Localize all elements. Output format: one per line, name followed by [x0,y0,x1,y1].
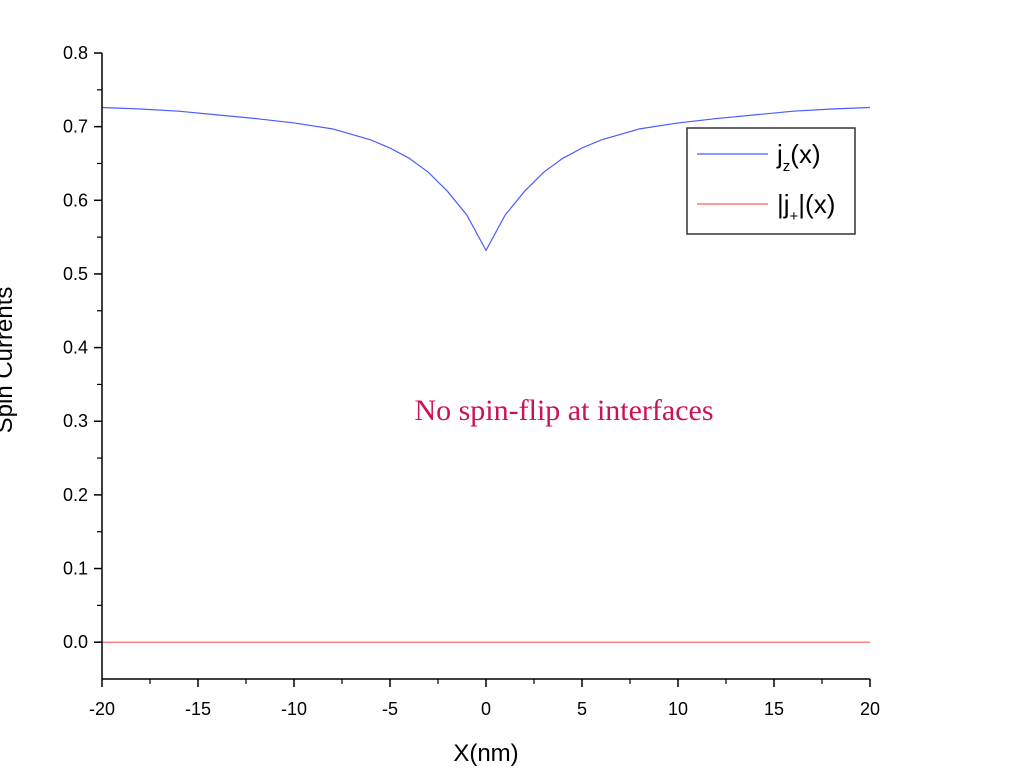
x-tick-label: 5 [577,699,587,719]
legend-label-jz: jz(x) [776,139,821,175]
x-tick-label: 20 [860,699,880,719]
x-tick-label: -20 [89,699,115,719]
x-tick-label: 15 [764,699,784,719]
legend-box [686,127,856,235]
y-tick-label: 0.6 [63,190,88,210]
y-axis-title: Spin Currents [0,287,18,434]
axes: -20 -15 -10 -5 0 5 10 15 20 0.0 0.1 0.2 0.3 0.4 0.5 0.6… [63,43,880,719]
plot-area [101,106,871,643]
y-tick-label: 0.1 [63,559,88,579]
y-tick-label: 0.8 [63,43,88,63]
y-tick-label: 0.4 [63,338,88,358]
y-tick-label: 0.0 [63,632,88,652]
x-tick-label: 10 [668,699,688,719]
y-tick-label: 0.5 [63,264,88,284]
x-axis-title: X(nm) [453,740,518,767]
series-line-0 [101,106,871,252]
y-tick-label: 0.3 [63,411,88,431]
legend-label-jplus: |j+|(x) [777,189,835,225]
y-tick-label: 0.7 [63,117,88,137]
x-tick-label: -5 [382,699,398,719]
x-tick-label: 0 [481,699,491,719]
legend: jz(x) |j+|(x) [686,127,856,235]
x-tick-label: -15 [185,699,211,719]
y-tick-label: 0.2 [63,485,88,505]
x-tick-label: -10 [281,699,307,719]
annotation-text: No spin-flip at interfaces [414,394,713,427]
